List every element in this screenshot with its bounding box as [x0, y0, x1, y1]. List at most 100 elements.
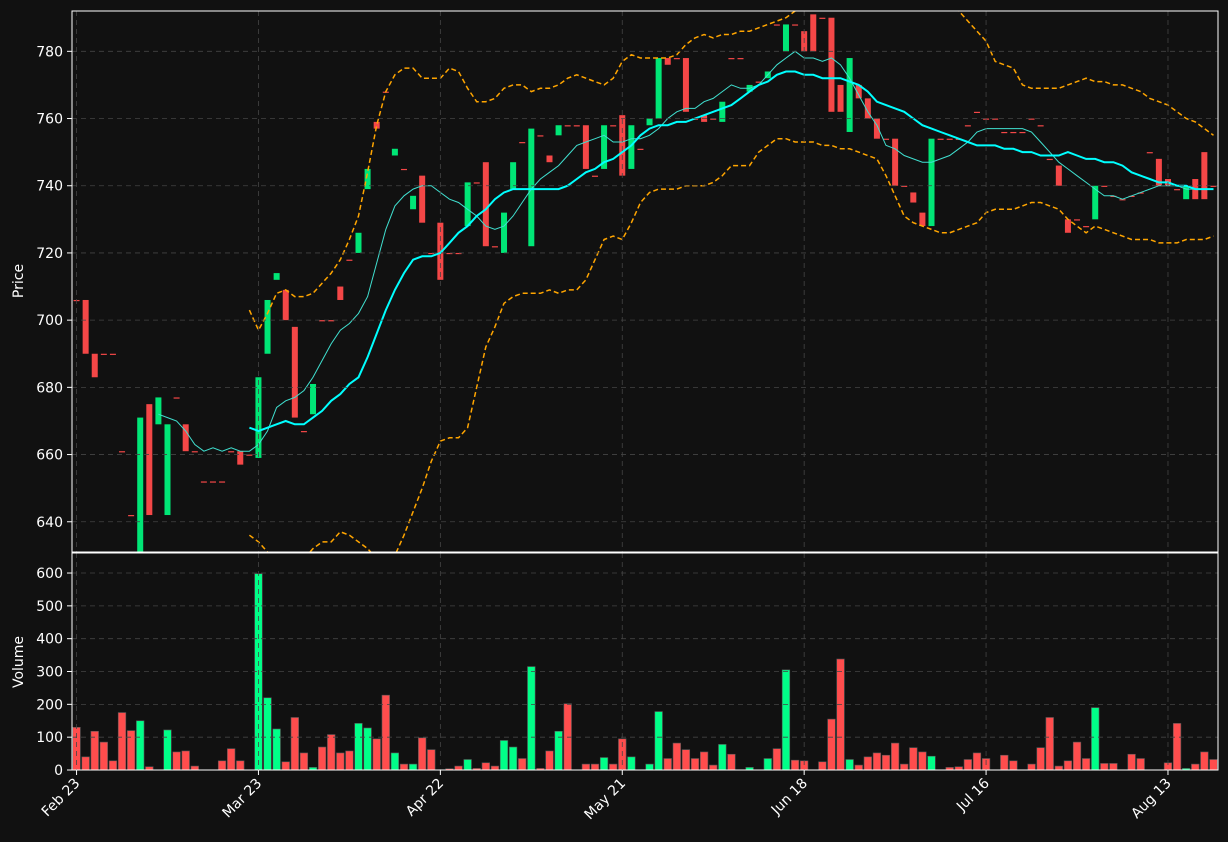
volume-bar	[790, 759, 800, 770]
candle-body	[1074, 219, 1081, 221]
volume-bar	[690, 758, 700, 770]
volume-bar	[1027, 763, 1036, 770]
candle-body	[391, 148, 398, 156]
volume-bar	[645, 763, 654, 770]
y-axis-label: Volume	[11, 636, 27, 688]
y-tick-label: 760	[36, 112, 63, 128]
volume-bar	[227, 748, 236, 770]
line-series	[248, 11, 1214, 332]
volume-bar	[1136, 758, 1145, 770]
candle-body	[237, 451, 244, 465]
candle-body	[946, 138, 953, 140]
candle-body	[119, 451, 126, 453]
candle-body	[191, 451, 198, 453]
candle-body	[473, 182, 480, 184]
volume-bar	[881, 754, 891, 770]
y-tick-label: 640	[36, 515, 63, 531]
candle-body	[591, 175, 598, 177]
candle-body	[109, 353, 116, 355]
volume-bar	[354, 723, 363, 770]
volume-bar	[345, 750, 354, 770]
volume-bar	[1100, 763, 1109, 770]
volume-bar	[681, 749, 691, 770]
candle-body	[573, 125, 580, 127]
volume-bar	[863, 756, 872, 770]
volume-bar	[590, 763, 600, 770]
candle-body	[555, 125, 562, 136]
candle-body	[755, 81, 762, 83]
volume-bar	[1091, 707, 1100, 770]
y-tick-label: 500	[36, 599, 63, 615]
candle-body	[455, 252, 462, 255]
volume-bar	[363, 727, 372, 770]
candle-body	[837, 84, 844, 112]
candle-body	[828, 17, 835, 112]
volume-bar	[581, 763, 591, 770]
y-tick-label: 100	[36, 730, 63, 746]
candle-body	[682, 58, 689, 112]
y-tick-label: 400	[36, 632, 63, 648]
candle-body	[282, 289, 289, 321]
candle-body	[1010, 131, 1017, 134]
volume-bar	[845, 759, 854, 770]
volume-bar	[1036, 747, 1045, 770]
volume-bar	[327, 734, 336, 770]
panel-border	[71, 552, 1219, 771]
candle-body	[209, 481, 216, 483]
y-tick-label: 660	[36, 448, 63, 464]
candle-body	[337, 286, 344, 300]
candle-body	[328, 320, 335, 322]
plot-area	[73, 11, 1217, 552]
volume-bar	[463, 759, 472, 770]
candle-body	[1210, 185, 1217, 187]
volume-bar	[909, 747, 918, 770]
candle-body	[873, 118, 880, 139]
volume-bar	[263, 697, 272, 770]
volume-bar	[108, 760, 118, 770]
candle-body	[1019, 131, 1026, 134]
volume-bar	[1127, 753, 1136, 770]
volume-bar	[126, 730, 136, 770]
volume-bar	[145, 766, 154, 770]
volume-bar	[217, 760, 227, 770]
candle-body	[219, 481, 226, 483]
candle-body	[892, 138, 899, 186]
candle-body	[1155, 158, 1162, 186]
volume-bar	[1054, 765, 1063, 770]
volume-bar	[763, 758, 772, 770]
candle-body	[428, 252, 435, 255]
candle-body	[810, 14, 817, 52]
volume-bar	[1081, 758, 1091, 770]
volume-bar	[272, 728, 281, 770]
candle-body	[1119, 199, 1126, 201]
candle-body	[128, 515, 135, 517]
candle-body	[519, 142, 526, 144]
candle-body	[928, 138, 935, 227]
volume-bar	[890, 742, 900, 770]
candle-body	[510, 162, 517, 190]
volume-bar	[427, 749, 436, 770]
volume-bar	[1172, 723, 1182, 770]
volume-bar	[390, 752, 400, 770]
candle-body	[346, 259, 353, 261]
candle-body	[919, 212, 926, 227]
candle-body	[1037, 125, 1044, 127]
candle-body	[973, 111, 980, 114]
candle-body	[1183, 185, 1190, 200]
volume-bar	[408, 763, 418, 770]
volume-bar	[781, 669, 791, 770]
candle-body	[782, 24, 789, 52]
panel-border	[71, 10, 1219, 553]
volume-bar	[527, 666, 536, 770]
candle-body	[264, 299, 271, 354]
candle-body	[655, 58, 662, 119]
volume-bar	[836, 658, 845, 770]
candle-body	[610, 125, 617, 127]
candle-body	[910, 192, 917, 203]
candle-body	[1101, 185, 1108, 187]
candle-body	[1137, 192, 1144, 194]
candle-body	[601, 125, 608, 169]
y-tick-label: 600	[36, 566, 63, 582]
candle-body	[173, 397, 180, 399]
